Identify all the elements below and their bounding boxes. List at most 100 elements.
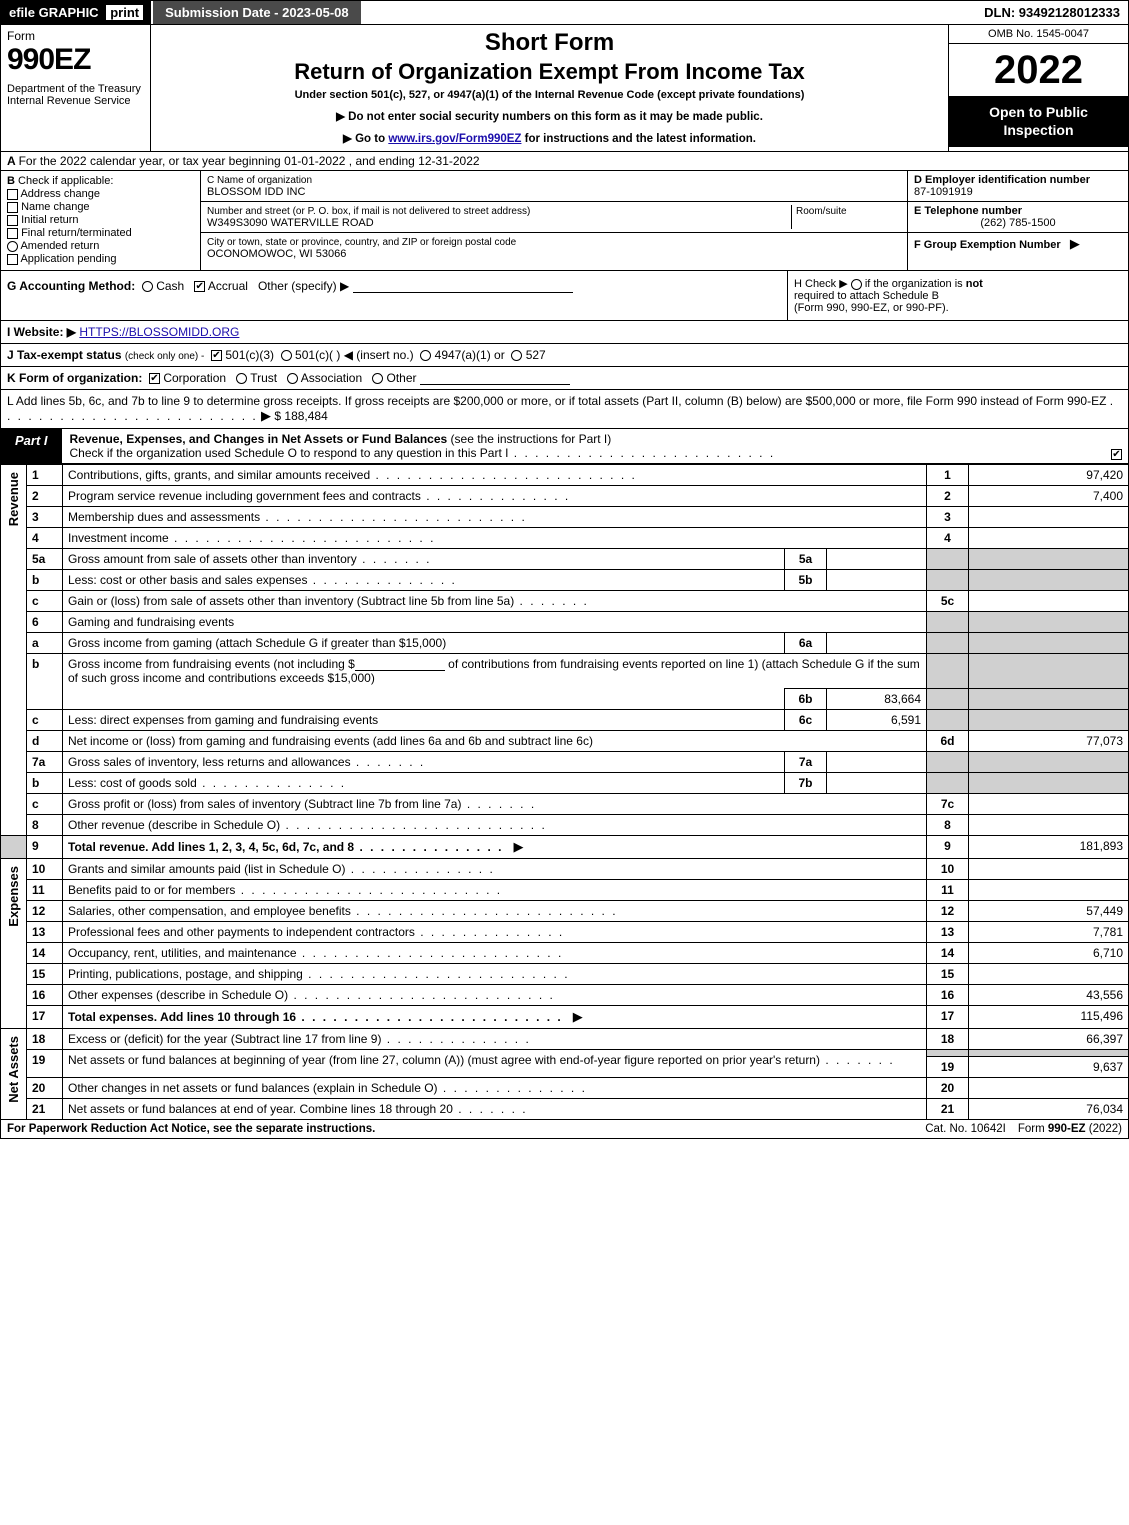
header-left: Form 990EZ Department of the Treasury In… — [1, 25, 151, 151]
subval-5b — [827, 570, 927, 591]
table-row: 16Other expenses (describe in Schedule O… — [1, 985, 1129, 1006]
col-b: B Check if applicable: Address change Na… — [1, 171, 201, 270]
chk-corp[interactable] — [149, 373, 160, 384]
amt-2: 7,400 — [969, 486, 1129, 507]
efile-label: efile GRAPHIC print — [1, 1, 151, 24]
rad-4947[interactable] — [420, 350, 431, 361]
goto-post: for instructions and the latest informat… — [521, 133, 756, 145]
table-row: 11Benefits paid to or for members11 — [1, 880, 1129, 901]
org-city: OCONOMOWOC, WI 53066 — [207, 248, 346, 260]
part1-schedule-o-checkbox[interactable] — [1111, 449, 1122, 460]
c-street-row: Number and street (or P. O. box, if mail… — [201, 202, 907, 233]
e-row: E Telephone number (262) 785-1500 — [908, 202, 1128, 233]
amt-13: 7,781 — [969, 922, 1129, 943]
table-row: 7aGross sales of inventory, less returns… — [1, 752, 1129, 773]
org-street: W349S3090 WATERVILLE ROAD — [207, 217, 374, 229]
expenses-side: Expenses — [1, 859, 27, 1029]
table-row: bLess: cost of goods sold7b — [1, 773, 1129, 794]
under-section: Under section 501(c), 527, or 4947(a)(1)… — [161, 89, 938, 101]
table-row: 21Net assets or fund balances at end of … — [1, 1099, 1129, 1120]
6b-contrib-input[interactable] — [355, 659, 445, 671]
form-header: Form 990EZ Department of the Treasury In… — [0, 25, 1129, 152]
irs-link[interactable]: www.irs.gov/Form990EZ — [388, 133, 521, 145]
chk-501c3[interactable] — [211, 350, 222, 361]
amt-1: 97,420 — [969, 465, 1129, 486]
ein-value: 87-1091919 — [914, 186, 973, 198]
rad-trust[interactable] — [236, 373, 247, 384]
form-word: Form — [7, 29, 144, 43]
c-street-label: Number and street (or P. O. box, if mail… — [207, 206, 530, 217]
table-row: 8Other revenue (describe in Schedule O)8 — [1, 815, 1129, 836]
rad-assoc[interactable] — [287, 373, 298, 384]
h-not: not — [966, 278, 983, 290]
row-j: J Tax-exempt status (check only one) - 5… — [0, 344, 1129, 367]
amt-15 — [969, 964, 1129, 985]
table-row: 9Total revenue. Add lines 1, 2, 3, 4, 5c… — [1, 836, 1129, 859]
amt-10 — [969, 859, 1129, 880]
amt-9: 181,893 — [969, 836, 1129, 859]
l-text: L Add lines 5b, 6c, and 7b to line 9 to … — [7, 394, 1106, 408]
print-button[interactable]: print — [106, 5, 143, 20]
table-row: 6Gaming and fundraising events — [1, 612, 1129, 633]
footer-mid: Cat. No. 10642I — [919, 1120, 1012, 1138]
subval-7a — [827, 752, 927, 773]
table-row: cLess: direct expenses from gaming and f… — [1, 710, 1129, 731]
col-c: C Name of organization BLOSSOM IDD INC N… — [201, 171, 908, 270]
tax-year: 2022 — [949, 44, 1128, 96]
chk-application-pending[interactable]: Application pending — [7, 253, 194, 265]
rad-h[interactable] — [851, 279, 862, 290]
revenue-side: Revenue — [1, 465, 27, 836]
netassets-side: Net Assets — [1, 1029, 27, 1120]
row-gh: G Accounting Method: Cash Accrual Other … — [0, 271, 1129, 321]
rad-cash[interactable] — [142, 281, 153, 292]
ssn-warning: ▶ Do not enter social security numbers o… — [161, 109, 938, 123]
c-city-label: City or town, state or province, country… — [207, 237, 516, 248]
amt-20 — [969, 1078, 1129, 1099]
subval-5a — [827, 549, 927, 570]
g-other: Other (specify) ▶ — [258, 279, 349, 293]
goto-instruction: ▶ Go to www.irs.gov/Form990EZ for instru… — [161, 131, 938, 145]
chk-accrual[interactable] — [194, 281, 205, 292]
subval-6b: 83,664 — [827, 689, 927, 710]
rad-501c[interactable] — [281, 350, 292, 361]
efile-text: efile GRAPHIC — [9, 5, 99, 20]
part1-table: Revenue 1Contributions, gifts, grants, a… — [0, 464, 1129, 1120]
row-a: A For the 2022 calendar year, or tax yea… — [0, 152, 1129, 171]
rad-other[interactable] — [372, 373, 383, 384]
g-other-input[interactable] — [353, 281, 573, 293]
k-label: K Form of organization: — [7, 371, 142, 385]
c-name-row: C Name of organization BLOSSOM IDD INC — [201, 171, 907, 202]
f-row: F Group Exemption Number ▶ — [908, 233, 1128, 255]
chk-initial-return[interactable]: Initial return — [7, 214, 194, 226]
amt-6d: 77,073 — [969, 731, 1129, 752]
amt-5c — [969, 591, 1129, 612]
table-row: 17Total expenses. Add lines 10 through 1… — [1, 1006, 1129, 1029]
table-row: 19Net assets or fund balances at beginni… — [1, 1050, 1129, 1057]
submission-date: Submission Date - 2023-05-08 — [151, 1, 361, 24]
amt-21: 76,034 — [969, 1099, 1129, 1120]
header-right: OMB No. 1545-0047 2022 Open to Public In… — [948, 25, 1128, 151]
block-bcdef: B Check if applicable: Address change Na… — [0, 171, 1129, 271]
table-row: 3Membership dues and assessments3 — [1, 507, 1129, 528]
dln-label: DLN: 93492128012333 — [976, 1, 1128, 24]
table-row: 20Other changes in net assets or fund ba… — [1, 1078, 1129, 1099]
k-other-input[interactable] — [420, 373, 570, 385]
chk-name-change[interactable]: Name change — [7, 201, 194, 213]
part1-checkbox-wrap — [1105, 445, 1128, 463]
subval-6c: 6,591 — [827, 710, 927, 731]
h-line3: (Form 990, 990-EZ, or 990-PF). — [794, 302, 949, 314]
chk-address-change[interactable]: Address change — [7, 188, 194, 200]
amt-11 — [969, 880, 1129, 901]
form-number: 990EZ — [7, 43, 144, 77]
footer-left: For Paperwork Reduction Act Notice, see … — [1, 1120, 919, 1138]
l-amount: $ 188,484 — [274, 409, 327, 423]
rad-527[interactable] — [511, 350, 522, 361]
phone-value: (262) 785-1500 — [914, 217, 1122, 229]
header-center: Short Form Return of Organization Exempt… — [151, 25, 948, 151]
chk-amended-return[interactable]: Amended return — [7, 240, 194, 252]
table-row: 13Professional fees and other payments t… — [1, 922, 1129, 943]
website-link[interactable]: HTTPS://BLOSSOMIDD.ORG — [79, 325, 239, 339]
page-footer: For Paperwork Reduction Act Notice, see … — [0, 1120, 1129, 1139]
chk-final-return[interactable]: Final return/terminated — [7, 227, 194, 239]
room-suite-label: Room/suite — [796, 206, 847, 217]
